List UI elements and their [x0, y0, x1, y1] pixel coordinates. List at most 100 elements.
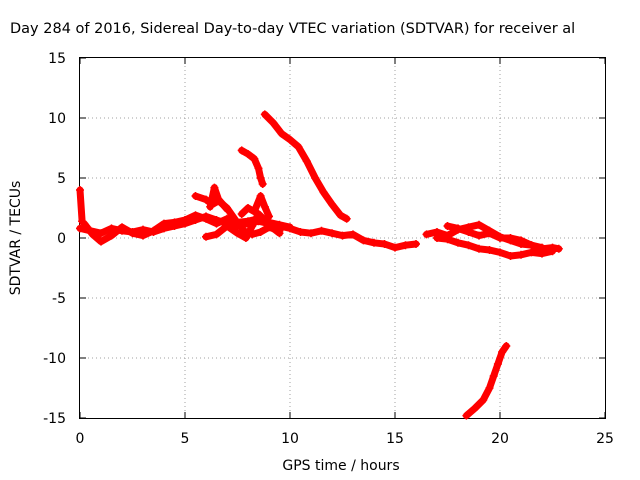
- series-line: [202, 210, 283, 242]
- data-point: [244, 217, 252, 226]
- data-point: [181, 216, 189, 224]
- series-line: [76, 186, 86, 225]
- data-point: [328, 200, 336, 209]
- data-point: [258, 180, 267, 188]
- series-line: [238, 146, 267, 188]
- data-point: [475, 220, 483, 229]
- x-tick-label: 20: [491, 431, 509, 447]
- y-tick-label: 10: [48, 111, 66, 127]
- data-point: [517, 250, 525, 259]
- data-point: [527, 248, 536, 257]
- x-tick-label: 0: [76, 431, 85, 447]
- data-point: [317, 226, 326, 235]
- data-point: [118, 223, 126, 232]
- data-point: [212, 219, 221, 228]
- data-point: [443, 222, 452, 230]
- data-point: [128, 229, 137, 238]
- data-point: [485, 384, 494, 392]
- data-point: [454, 238, 462, 247]
- data-point: [277, 129, 286, 138]
- data-point: [244, 204, 252, 212]
- data-point: [538, 243, 546, 252]
- data-point: [319, 188, 328, 197]
- data-point: [286, 223, 294, 232]
- data-point: [76, 224, 84, 233]
- data-point: [139, 231, 147, 240]
- series-line: [261, 110, 351, 223]
- data-point: [76, 186, 84, 194]
- series-line: [206, 184, 231, 213]
- x-tick-label: 10: [281, 431, 299, 447]
- data-point: [506, 234, 515, 242]
- plot-frame: [79, 57, 606, 419]
- data-point: [237, 146, 246, 155]
- series-arc-7: [237, 146, 267, 188]
- data-point: [254, 164, 263, 173]
- data-point: [311, 174, 320, 182]
- data-point: [496, 248, 504, 257]
- data-point: [370, 238, 378, 247]
- data-point: [107, 224, 116, 233]
- data-point: [391, 243, 399, 252]
- data-point: [231, 216, 240, 224]
- data-point: [462, 411, 471, 420]
- data-point: [502, 342, 511, 350]
- data-series: [76, 110, 563, 420]
- data-point: [485, 246, 494, 254]
- series-line: [462, 342, 510, 420]
- data-point: [554, 244, 563, 253]
- data-point: [464, 228, 473, 236]
- data-point: [342, 214, 351, 223]
- data-point: [485, 229, 494, 238]
- data-point: [97, 237, 105, 246]
- data-point: [260, 216, 269, 224]
- x-tick-label: 15: [386, 431, 404, 447]
- data-point: [433, 234, 441, 242]
- data-point: [294, 142, 303, 151]
- x-tick-label: 25: [596, 431, 614, 447]
- data-point: [498, 348, 507, 356]
- data-point: [464, 241, 473, 250]
- data-point: [88, 230, 97, 239]
- data-point: [241, 234, 250, 242]
- y-tick-label: -10: [43, 351, 66, 367]
- data-point: [302, 157, 311, 166]
- data-point: [256, 228, 265, 236]
- data-point: [493, 360, 502, 368]
- y-tick-label: 0: [57, 231, 66, 247]
- data-point: [191, 192, 200, 200]
- data-point: [307, 229, 315, 238]
- data-point: [412, 240, 420, 248]
- data-point: [78, 217, 87, 226]
- data-point: [212, 230, 221, 239]
- data-point: [260, 110, 269, 119]
- x-tick-label: 5: [181, 431, 190, 447]
- data-point: [206, 202, 215, 211]
- data-point: [517, 236, 525, 245]
- data-point: [210, 183, 219, 192]
- x-axis-label: GPS time / hours: [282, 458, 399, 474]
- data-point: [475, 244, 483, 253]
- data-point: [265, 212, 273, 221]
- data-point: [548, 247, 557, 256]
- data-point: [275, 229, 284, 238]
- chart-title: Day 284 of 2016, Sidereal Day-to-day VTE…: [10, 21, 575, 37]
- series-arc-4: [206, 183, 231, 214]
- data-point: [160, 219, 168, 228]
- data-point: [149, 226, 158, 235]
- data-point: [244, 150, 252, 158]
- data-point: [296, 228, 305, 236]
- series-arc-6: [237, 192, 273, 221]
- data-point: [191, 211, 200, 220]
- data-point: [443, 235, 452, 244]
- y-tick-label: 5: [57, 171, 66, 187]
- y-axis-label: SDTVAR / TECUs: [8, 181, 24, 296]
- data-point: [202, 232, 210, 241]
- series-arc-12: [462, 342, 511, 420]
- series-arc-10: [433, 234, 557, 260]
- series-arc-11: [443, 222, 546, 252]
- data-point: [256, 192, 265, 200]
- y-tick-label: 15: [48, 51, 66, 67]
- data-point: [248, 222, 257, 230]
